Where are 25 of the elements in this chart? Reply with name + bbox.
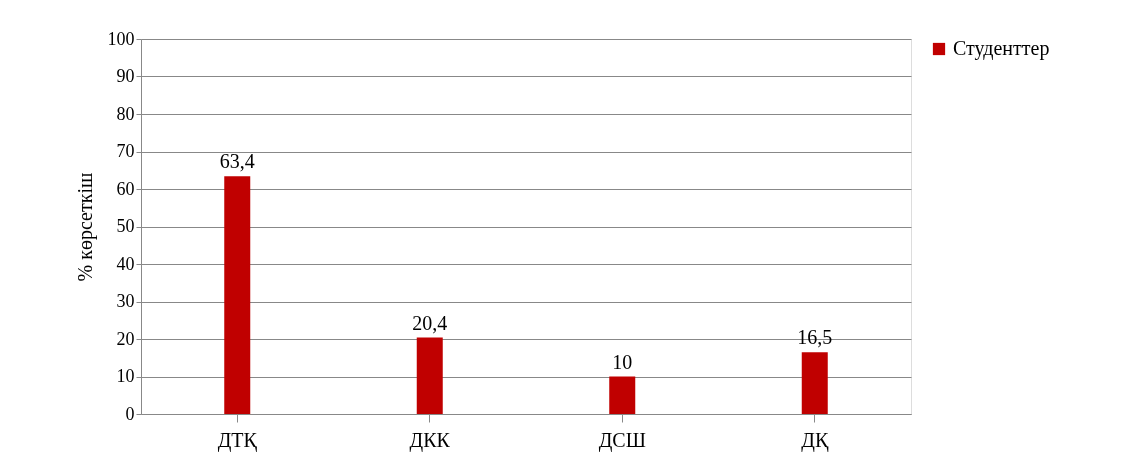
y-tick-label: 40 [116,253,135,274]
data-label: 10 [612,350,633,373]
bar [416,337,443,414]
y-tick-label: 30 [116,291,135,311]
y-tick-label: 50 [116,216,135,236]
data-label: 20,4 [412,311,448,334]
x-tick-label: ДКК [409,428,451,452]
data-label: 16,5 [797,326,833,349]
x-tick-label: ДҚ [801,428,829,452]
y-axis-title: % көрсеткіш [73,172,97,282]
y-tick-label: 60 [116,178,135,199]
y-tick-label: 80 [116,103,135,124]
y-tick-label: 0 [125,403,135,424]
bar [609,376,636,414]
y-tick-label: 90 [116,66,135,86]
y-tick-label: 100 [107,28,135,49]
bar [224,176,251,414]
bar [801,352,828,414]
x-tick-label: ДТҚ [217,428,258,452]
data-label: 63,4 [219,150,255,173]
y-tick-label: 10 [116,366,135,386]
legend-label: Студенттер [953,37,1050,60]
x-tick-label: ДСШ [598,428,646,452]
y-tick-label: 70 [116,141,135,161]
y-tick-label: 20 [116,328,135,349]
